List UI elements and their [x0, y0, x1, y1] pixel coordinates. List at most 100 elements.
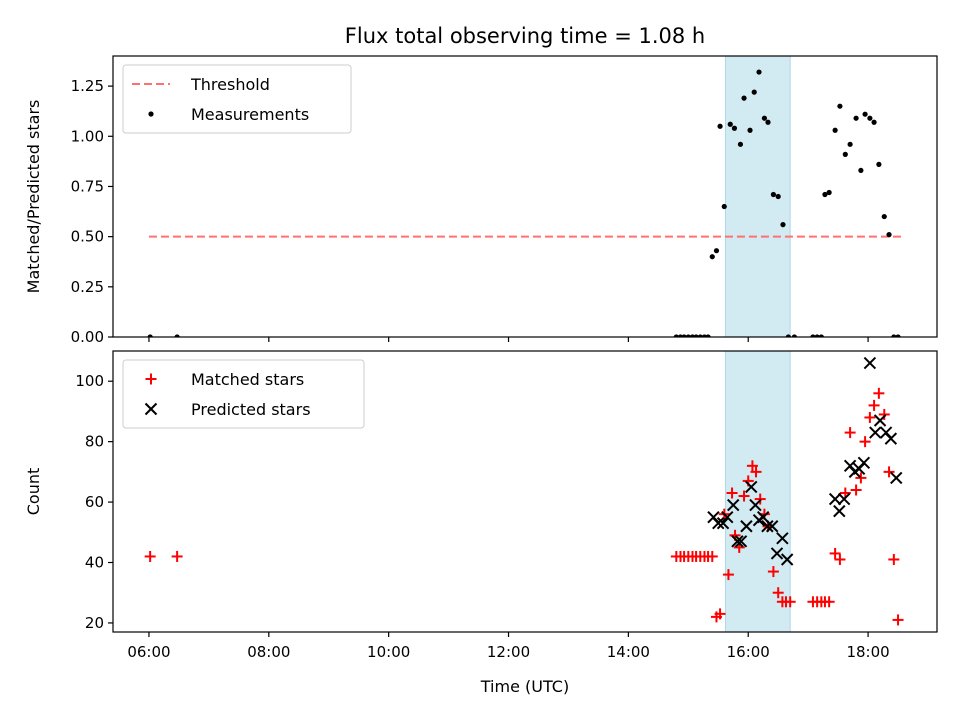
bottom-plot-area [144, 356, 904, 626]
top-series-0-point-32 [822, 191, 828, 198]
bottom-series-0-point-0 [144, 550, 156, 562]
bottom-series-1-point-29-b [890, 471, 903, 485]
bottom-series-1-point-8-b [745, 480, 758, 494]
bottom-series-1-point-15 [776, 532, 789, 545]
top-y-tick-label-2: 0.50 [71, 228, 104, 246]
bottom-series-1-point-29 [890, 471, 903, 485]
bottom-y-tick-label-0: 20 [85, 614, 104, 632]
bottom-series-0-point-40 [850, 484, 862, 496]
bottom-series-1-point-3-b [721, 510, 734, 524]
top-series-0-point-22 [761, 115, 768, 121]
top-series-0-point-13 [717, 123, 723, 129]
top-series-0-point-44 [881, 213, 887, 220]
bottom-series-1-point-24 [863, 356, 877, 370]
bottom-series-0-point-45 [873, 387, 885, 399]
bottom-series-0-point-46 [878, 408, 890, 420]
top-plot-area [147, 69, 902, 337]
top-series-0-point-8 [697, 334, 703, 337]
x-tick-label-6: 18:00 [846, 643, 889, 661]
top-series-0-point-11 [709, 254, 715, 260]
bottom-y-axis-label: Count [24, 468, 43, 516]
bottom-series-1-point-28-b [884, 432, 898, 445]
top-series-0-point-40 [862, 111, 868, 117]
bottom-series-0-point-21 [746, 460, 758, 472]
top-series-0-point-4 [681, 334, 687, 337]
top-series-0-point-5 [685, 334, 691, 337]
top-series-0-point-37 [847, 141, 853, 147]
bottom-series-1-point-2-b [716, 517, 730, 530]
bottom-axes-frame [112, 350, 938, 633]
bottom-series-0-point-11 [706, 550, 718, 562]
x-axis-label: Time (UTC) [480, 677, 569, 696]
bottom-series-1-point-23-b [857, 456, 871, 470]
bottom-series-0-point-43 [864, 411, 876, 423]
top-y-tick-label-3: 0.75 [71, 177, 104, 195]
top-series-0-point-28 [791, 334, 797, 337]
figure-title: Flux total observing time = 1.08 h [345, 24, 705, 48]
top-series-0-point-31 [818, 334, 824, 337]
top-series-0-point-45 [886, 232, 892, 238]
top-panel-ratio-chart: 0.00 0.25 0.50 0.75 1.00 1.25 Matched/Predicte… [24, 55, 938, 346]
bottom-panel-count-chart: 06:00 08:00 10:00 12:00 14:00 16:00 18:00 20 40 6… [24, 350, 938, 661]
bottom-series-0-point-30 [784, 596, 796, 608]
bottom-y-tick-label-1: 40 [85, 554, 104, 572]
bottom-legend-box [122, 359, 365, 429]
bottom-y-tick-label-4: 100 [75, 372, 104, 390]
top-axes-frame [112, 55, 938, 338]
top-series-0-point-0 [147, 334, 153, 337]
x-tick-label-5: 16:00 [727, 643, 770, 661]
bottom-series-1-point-19 [837, 492, 851, 506]
bottom-series-0-point-22 [750, 466, 762, 478]
bottom-series-1-point-26 [873, 414, 887, 427]
bottom-series-1-point-11-b [757, 510, 770, 524]
top-series-0-point-29 [810, 334, 816, 337]
bottom-series-0-point-19 [738, 490, 750, 502]
bottom-series-1-point-9-b [749, 498, 762, 512]
top-y-tick-label-0: 0.00 [71, 328, 104, 346]
bottom-series-1-point-28 [884, 432, 898, 445]
bottom-series-0-point-48 [888, 553, 900, 565]
bottom-series-0-point-35 [823, 596, 835, 608]
bottom-series-1-point-16-b [780, 553, 794, 566]
top-series-0-point-15 [727, 121, 733, 127]
top-series-0-point-10 [705, 334, 711, 337]
bottom-series-0-point-39 [844, 427, 856, 439]
top-series-0-point-7 [693, 334, 699, 337]
bottom-series-1-point-2 [716, 517, 730, 530]
bottom-series-1-point-4 [727, 498, 740, 512]
top-series-0-point-46 [891, 334, 897, 337]
bottom-series-1-point-18-b [833, 504, 846, 518]
top-series-0-point-33 [826, 189, 832, 196]
bottom-series-1-point-16 [780, 553, 794, 566]
top-legend: Threshold Measurements [122, 64, 352, 134]
bottom-series-1-point-6-b [734, 535, 748, 548]
top-series-0-point-24 [770, 191, 776, 198]
bottom-series-0-point-42 [859, 436, 871, 448]
bottom-series-1-point-15-b [776, 532, 789, 545]
bottom-series-0-point-26 [767, 566, 779, 578]
bottom-series-0-point-16 [726, 487, 738, 499]
bottom-series-1-point-5 [731, 535, 744, 548]
top-series-0-point-16 [731, 125, 738, 131]
bottom-series-0-point-1 [171, 550, 183, 562]
bottom-series-1-point-26-b [873, 414, 887, 427]
top-y-tick-label-1: 0.25 [71, 278, 104, 296]
bottom-series-1-point-18 [833, 504, 846, 518]
bottom-series-1-point-13-b [765, 520, 779, 533]
bottom-legend: Matched stars Predicted stars [122, 359, 365, 429]
top-series-0-point-25 [775, 193, 781, 200]
top-series-0-point-36 [842, 151, 848, 157]
x-tick-label-4: 14:00 [607, 643, 650, 661]
bottom-legend-swatch-1 [144, 402, 158, 416]
bottom-series-1-point-7 [740, 520, 753, 533]
top-series-0-point-27 [785, 334, 791, 337]
bottom-series-1 [707, 356, 903, 566]
bottom-series-1-point-3 [721, 510, 734, 524]
bottom-series-1-point-23 [857, 456, 871, 470]
top-legend-box [122, 64, 352, 134]
top-series-0-point-38 [853, 115, 859, 121]
bottom-series-0-point-37 [834, 553, 846, 565]
bottom-series-1-point-13 [765, 520, 779, 533]
x-tick-label-3: 12:00 [487, 643, 530, 661]
